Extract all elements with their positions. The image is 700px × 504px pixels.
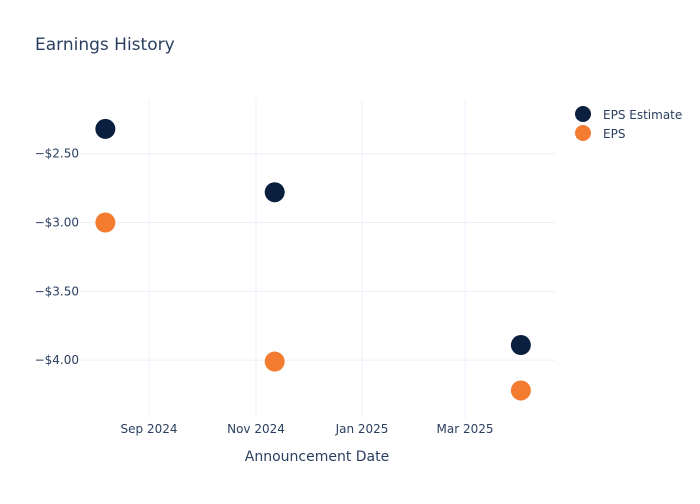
- point-eps[interactable]: [264, 351, 285, 372]
- legend-item-eps[interactable]: EPS: [575, 125, 625, 141]
- points-layer: [95, 118, 531, 401]
- legend: EPS Estimate EPS: [575, 106, 682, 141]
- x-tick-label: Mar 2025: [437, 422, 494, 436]
- legend-item-eps-estimate[interactable]: EPS Estimate: [575, 106, 682, 122]
- x-axis-title: Announcement Date: [245, 449, 389, 465]
- point-eps-estimate[interactable]: [95, 118, 116, 139]
- y-tick-label: −$3.50: [35, 284, 79, 298]
- y-tick-label: −$4.00: [35, 353, 79, 367]
- x-tick-label: Sep 2024: [121, 422, 178, 436]
- point-eps[interactable]: [510, 380, 531, 401]
- legend-label-eps-estimate: EPS Estimate: [603, 108, 682, 122]
- y-tick-label: −$2.50: [35, 147, 79, 161]
- legend-marker-eps: [575, 125, 591, 141]
- y-tick-label: −$3.00: [35, 216, 79, 230]
- point-eps-estimate[interactable]: [510, 335, 531, 356]
- axis-layer: −$2.50 −$3.00 −$3.50 −$4.00 Sep 2024 Nov 2024…: [35, 147, 494, 436]
- legend-marker-eps-estimate: [575, 106, 591, 122]
- grid-layer: [80, 100, 555, 418]
- x-tick-label: Nov 2024: [227, 422, 285, 436]
- x-tick-label: Jan 2025: [335, 422, 389, 436]
- point-eps-estimate[interactable]: [264, 182, 285, 203]
- chart-title: Earnings History: [35, 35, 175, 55]
- legend-label-eps: EPS: [603, 127, 625, 141]
- point-eps[interactable]: [95, 212, 116, 233]
